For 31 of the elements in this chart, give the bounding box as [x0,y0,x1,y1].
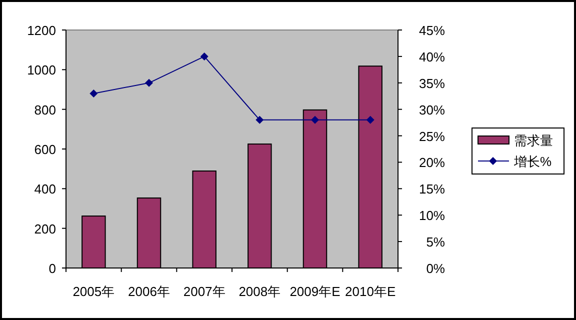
point [256,116,264,124]
y-tick-label: 1000 [27,62,56,78]
y-tick-label: 0 [48,261,56,276]
x-tick-label: 2006年 [128,284,170,299]
x-tick-label: 2005年 [72,284,115,299]
x-tick-label: 2008年 [238,284,281,299]
point [145,78,153,87]
point [366,116,374,124]
x-tick-label: 2007年 [183,284,226,299]
legend-label: 需求量 [514,133,553,148]
point [200,52,208,60]
y2-tick-label: 10% [418,208,446,224]
y-tick-label: 600 [34,142,56,157]
legend-label: 增长% [513,154,552,169]
y2-tick-label: 5% [426,234,446,250]
y2-tick-label: 35% [418,76,446,91]
y2-tick-label: 40% [418,49,446,64]
y2-tick-label: 30% [418,102,446,118]
point [90,89,98,98]
y-tick-label: 400 [34,182,56,197]
y-tick-label: 1200 [27,23,56,38]
y2-tick-label: 25% [418,128,446,144]
y2-tick-label: 20% [418,155,446,170]
x-tick-label: 2010年E [345,284,396,299]
y2-tick-label: 45% [418,23,446,38]
point [311,116,319,124]
y-tick-label: 200 [34,221,56,236]
y-tick-label: 800 [34,102,56,118]
y2-tick-label: 15% [418,182,446,197]
y2-tick-label: 0% [426,261,446,276]
x-tick-label: 2009年E [290,284,341,299]
